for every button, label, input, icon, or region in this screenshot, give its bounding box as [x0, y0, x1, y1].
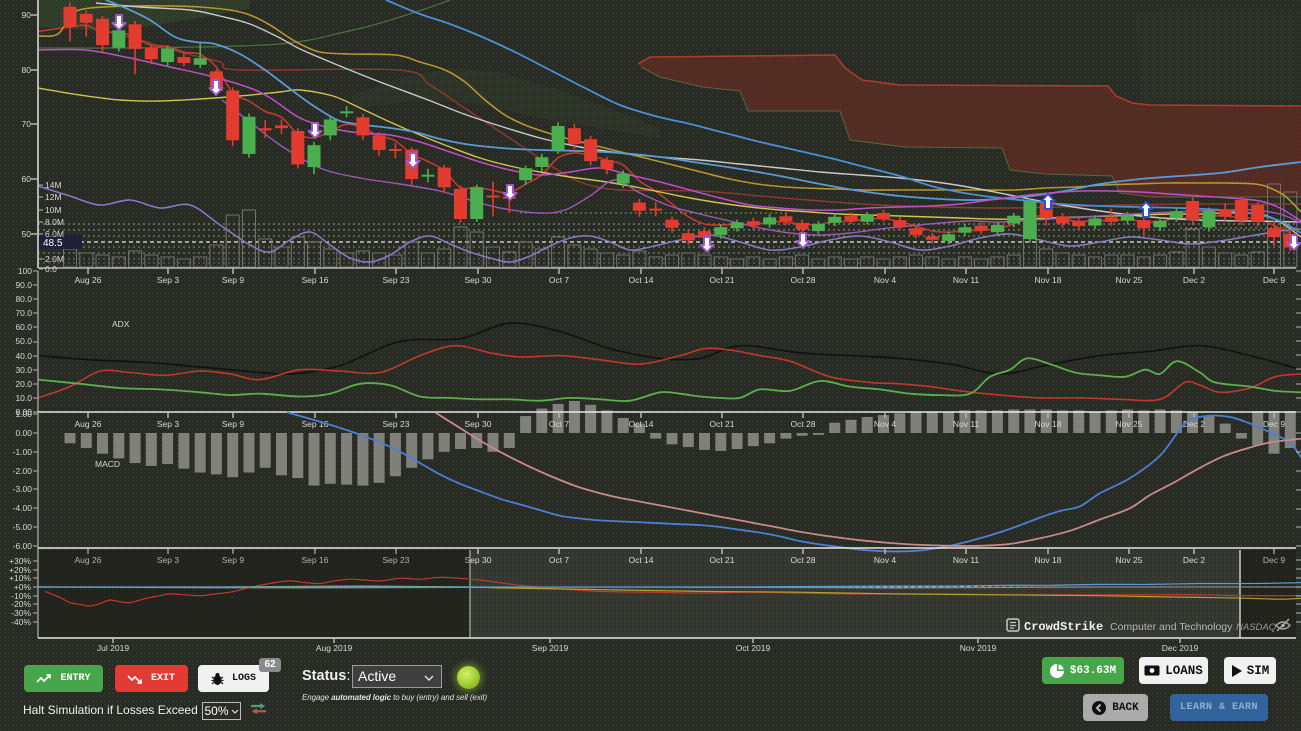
svg-text:MACD: MACD — [95, 459, 120, 469]
svg-text:Sep 16: Sep 16 — [302, 555, 329, 565]
svg-text:Dec 2: Dec 2 — [1183, 419, 1205, 429]
svg-text:+30%: +30% — [9, 556, 31, 566]
svg-text:Dec 9: Dec 9 — [1263, 419, 1285, 429]
svg-text:-2.00: -2.00 — [13, 466, 33, 476]
svg-text:Jul 2019: Jul 2019 — [97, 643, 129, 653]
svg-text:Oct 7: Oct 7 — [549, 275, 570, 285]
svg-text:10M: 10M — [45, 205, 62, 215]
svg-text:Oct 28: Oct 28 — [790, 555, 815, 565]
svg-text:Sep 23: Sep 23 — [383, 419, 410, 429]
svg-text:Sep 30: Sep 30 — [465, 275, 492, 285]
svg-text:10.0: 10.0 — [15, 393, 32, 403]
svg-text:0.00: 0.00 — [15, 407, 32, 417]
svg-text:Nov 25: Nov 25 — [1116, 419, 1143, 429]
svg-text:80.0: 80.0 — [15, 294, 32, 304]
svg-text:-1.00: -1.00 — [13, 447, 33, 457]
svg-text:Oct 28: Oct 28 — [790, 275, 815, 285]
svg-text:CrowdStrike: CrowdStrike — [1024, 620, 1103, 634]
svg-text:Nov 4: Nov 4 — [874, 275, 896, 285]
svg-text:70.0: 70.0 — [15, 308, 32, 318]
svg-text:Dec 9: Dec 9 — [1263, 275, 1285, 285]
svg-text:Nov 18: Nov 18 — [1035, 419, 1062, 429]
svg-text:Oct 21: Oct 21 — [709, 419, 734, 429]
svg-text:-5.00: -5.00 — [13, 522, 33, 532]
svg-text:Sep 23: Sep 23 — [383, 275, 410, 285]
svg-text:90.0: 90.0 — [15, 280, 32, 290]
svg-text:80: 80 — [22, 65, 32, 75]
svg-text:+10%: +10% — [9, 573, 31, 583]
svg-text:6.0M: 6.0M — [45, 229, 64, 239]
svg-text:Computer and Technology: Computer and Technology — [1110, 621, 1233, 633]
svg-text:-20%: -20% — [11, 599, 31, 609]
svg-text:Sep 3: Sep 3 — [157, 275, 179, 285]
svg-text:Nov 18: Nov 18 — [1035, 555, 1062, 565]
svg-text:1.00: 1.00 — [15, 409, 32, 419]
svg-text:12M: 12M — [45, 192, 62, 202]
svg-text:Nov 2019: Nov 2019 — [960, 643, 997, 653]
svg-text:30.0: 30.0 — [15, 365, 32, 375]
svg-text:Aug 26: Aug 26 — [75, 419, 102, 429]
svg-text:Oct 21: Oct 21 — [709, 275, 734, 285]
svg-text:-6.00: -6.00 — [13, 541, 33, 551]
svg-text:Aug 26: Aug 26 — [75, 275, 102, 285]
svg-text:Nov 11: Nov 11 — [953, 555, 980, 565]
svg-text:NASDAQ: NASDAQ — [1236, 622, 1277, 633]
svg-text:70: 70 — [22, 119, 32, 129]
svg-text:0.00: 0.00 — [15, 428, 32, 438]
svg-text:0.0: 0.0 — [45, 264, 57, 274]
svg-text:Oct 21: Oct 21 — [709, 555, 734, 565]
svg-text:Sep 3: Sep 3 — [157, 555, 179, 565]
svg-text:-40%: -40% — [11, 617, 31, 627]
svg-text:Nov 4: Nov 4 — [874, 419, 896, 429]
svg-text:Oct 28: Oct 28 — [790, 419, 815, 429]
svg-text:Sep 3: Sep 3 — [157, 419, 179, 429]
svg-text:90: 90 — [22, 10, 32, 20]
svg-text:Oct 14: Oct 14 — [628, 419, 653, 429]
svg-text:Nov 11: Nov 11 — [953, 275, 980, 285]
svg-text:20.0: 20.0 — [15, 379, 32, 389]
svg-text:Aug 2019: Aug 2019 — [316, 643, 353, 653]
svg-text:+0%: +0% — [14, 582, 32, 592]
svg-text:60.0: 60.0 — [15, 322, 32, 332]
svg-text:40.0: 40.0 — [15, 351, 32, 361]
svg-text:Sep 2019: Sep 2019 — [532, 643, 569, 653]
svg-text:Dec 2: Dec 2 — [1183, 555, 1205, 565]
svg-text:-30%: -30% — [11, 608, 31, 618]
svg-text:Sep 9: Sep 9 — [222, 275, 244, 285]
svg-text:14M: 14M — [45, 180, 62, 190]
svg-text:Sep 23: Sep 23 — [383, 555, 410, 565]
svg-text:Sep 16: Sep 16 — [302, 275, 329, 285]
svg-text:-10%: -10% — [11, 591, 31, 601]
svg-text:8.0M: 8.0M — [45, 217, 64, 227]
svg-text:Sep 30: Sep 30 — [465, 555, 492, 565]
svg-text:50: 50 — [22, 229, 32, 239]
svg-text:Sep 16: Sep 16 — [302, 419, 329, 429]
svg-text:-3.00: -3.00 — [13, 484, 33, 494]
svg-text:Nov 25: Nov 25 — [1116, 555, 1143, 565]
svg-text:Sep 9: Sep 9 — [222, 419, 244, 429]
svg-text:48.5: 48.5 — [43, 238, 63, 249]
svg-text:Nov 25: Nov 25 — [1116, 275, 1143, 285]
svg-text:Nov 4: Nov 4 — [874, 555, 896, 565]
svg-text:Sep 9: Sep 9 — [222, 555, 244, 565]
svg-text:Nov 18: Nov 18 — [1035, 275, 1062, 285]
svg-text:+20%: +20% — [9, 565, 31, 575]
svg-text:Sep 30: Sep 30 — [465, 419, 492, 429]
svg-text:-4.00: -4.00 — [13, 503, 33, 513]
svg-text:Dec 2: Dec 2 — [1183, 275, 1205, 285]
svg-text:2.0M: 2.0M — [45, 254, 64, 264]
svg-text:Dec 9: Dec 9 — [1263, 555, 1285, 565]
svg-text:Nov 11: Nov 11 — [953, 419, 980, 429]
svg-text:Oct 7: Oct 7 — [549, 419, 570, 429]
svg-text:Oct 14: Oct 14 — [628, 555, 653, 565]
svg-text:Aug 26: Aug 26 — [75, 555, 102, 565]
svg-text:ADX: ADX — [112, 319, 130, 329]
svg-text:60: 60 — [22, 174, 32, 184]
svg-text:Dec 2019: Dec 2019 — [1162, 643, 1199, 653]
svg-text:Oct 7: Oct 7 — [549, 555, 570, 565]
svg-text:Oct 14: Oct 14 — [628, 275, 653, 285]
svg-text:50.0: 50.0 — [15, 336, 32, 346]
svg-text:100: 100 — [18, 266, 32, 276]
svg-text:Oct 2019: Oct 2019 — [736, 643, 771, 653]
